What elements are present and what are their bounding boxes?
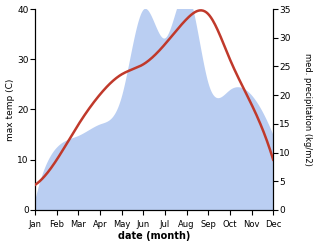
- Y-axis label: max temp (C): max temp (C): [5, 78, 15, 141]
- X-axis label: date (month): date (month): [118, 231, 190, 242]
- Y-axis label: med. precipitation (kg/m2): med. precipitation (kg/m2): [303, 53, 313, 166]
